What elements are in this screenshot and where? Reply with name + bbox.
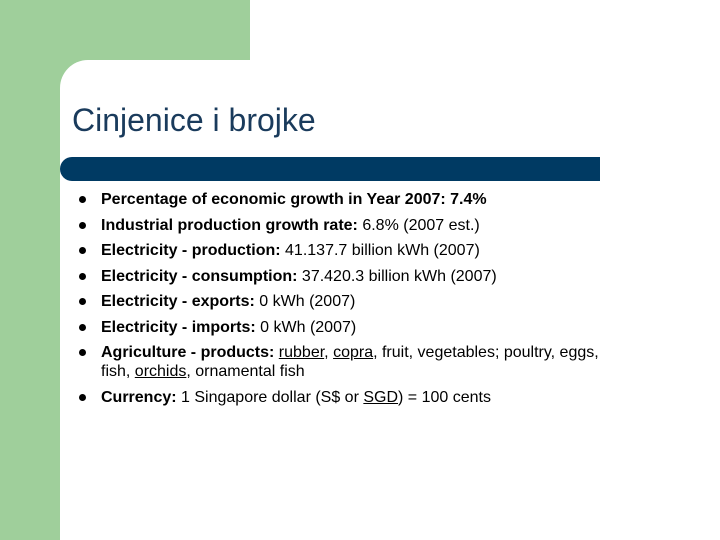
bullet-item: Percentage of economic growth in Year 20… bbox=[72, 190, 632, 209]
bullet-text: , fruit, vegetables; poultry, eggs, fish… bbox=[101, 344, 604, 380]
content-panel bbox=[60, 60, 720, 540]
background bbox=[250, 0, 720, 60]
bullet-item: Electricity - exports: 0 kWh (2007) bbox=[72, 292, 632, 311]
bullet-item: Industrial production growth rate: 6.8% … bbox=[72, 216, 632, 235]
bullet-item: Electricity - imports: 0 kWh (2007) bbox=[72, 318, 632, 337]
bullet-label: Electricity - exports: bbox=[101, 293, 255, 310]
bullet-text: 37.420.3 billion kWh (2007) bbox=[297, 267, 497, 285]
link-text[interactable]: copra bbox=[333, 344, 374, 361]
bullet-item: Currency: 1 Singapore dollar (S$ or SGD)… bbox=[72, 388, 632, 407]
bullet-text: 1 Singapore dollar (S$ or bbox=[176, 388, 364, 406]
bullet-label: Electricity - production: bbox=[101, 242, 281, 259]
bullet-text: 0 kWh (2007) bbox=[255, 318, 357, 336]
link-text[interactable]: rubber bbox=[278, 344, 325, 361]
link-text[interactable]: SGD bbox=[363, 388, 399, 406]
title-bar bbox=[60, 157, 600, 181]
link-text[interactable]: orchids bbox=[134, 363, 187, 380]
bullet-text: 6.8% (2007 est.) bbox=[357, 216, 480, 234]
bullet-label: Agriculture - products: bbox=[101, 344, 275, 361]
bullet-label: Electricity - consumption: bbox=[101, 267, 298, 285]
bullet-text: 41.137.7 billion kWh (2007) bbox=[280, 242, 480, 259]
bullet-item: Electricity - consumption: 37.420.3 bill… bbox=[72, 267, 632, 286]
bullet-label: Percentage of economic growth in Year 20… bbox=[101, 191, 487, 208]
bullet-label: Industrial production growth rate: bbox=[101, 216, 358, 234]
bullet-text: , bbox=[324, 344, 334, 361]
bullet-item: Electricity - production: 41.137.7 billi… bbox=[72, 241, 632, 260]
slide-title: Cinjenice i brojke bbox=[72, 102, 316, 138]
bullet-text: ) = 100 cents bbox=[398, 388, 491, 406]
bullet-label: Currency: bbox=[101, 388, 177, 406]
bullet-list: Percentage of economic growth in Year 20… bbox=[72, 190, 632, 413]
bullet-text: , ornamental fish bbox=[186, 363, 305, 380]
bullet-text: 0 kWh (2007) bbox=[254, 293, 356, 310]
bullet-label: Electricity - imports: bbox=[101, 318, 256, 336]
bullet-item: Agriculture - products: rubber, copra, f… bbox=[72, 343, 632, 381]
